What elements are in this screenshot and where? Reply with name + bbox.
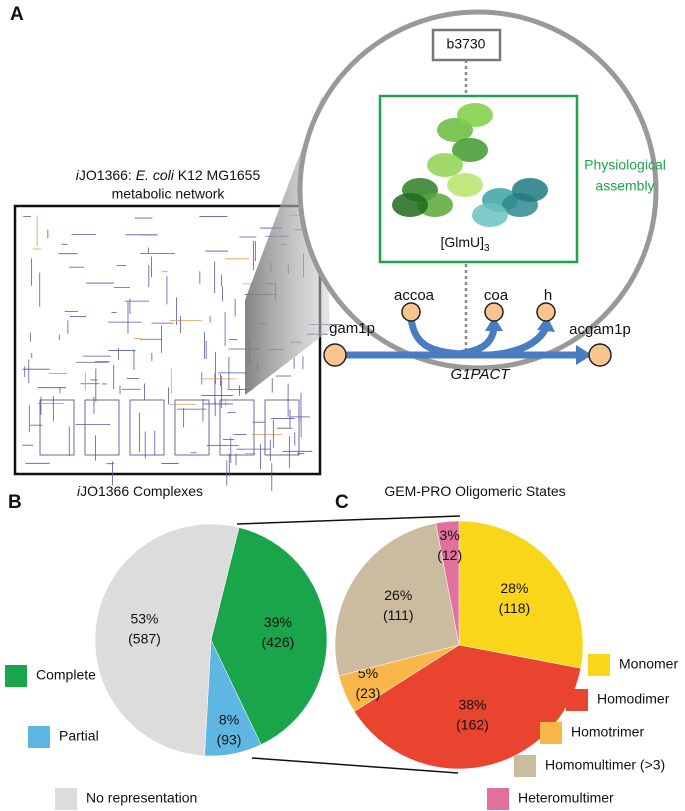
- gene-box: [431, 28, 502, 62]
- protein-blob: [447, 173, 483, 197]
- legend-label: Monomer: [619, 656, 678, 672]
- metabolite-node: [536, 302, 556, 322]
- slice-percent: 38%: [458, 696, 486, 712]
- slice-count: (162): [456, 716, 489, 732]
- legend-label: Homomultimer (>3): [545, 757, 665, 773]
- protein-blob: [512, 178, 548, 202]
- panel-label: A: [10, 4, 24, 25]
- legend-swatch: [28, 726, 50, 748]
- slice-count: (111): [383, 607, 414, 623]
- pie-slice: [334, 522, 460, 677]
- complex-label: [GlmU]3: [440, 234, 490, 254]
- network-module: [84, 399, 120, 456]
- legend-label: Partial: [59, 728, 99, 744]
- panel-label: B: [8, 492, 22, 513]
- assembly-label: Physiological: [584, 157, 666, 173]
- chart-title: GEM-PRO Oligomeric States: [384, 483, 565, 499]
- slice-percent: 39%: [264, 614, 292, 630]
- legend-swatch: [566, 689, 588, 711]
- network-title-part: K12 MG1655: [174, 167, 261, 183]
- legend-label: Homotrimer: [571, 724, 644, 740]
- arrow-heads: [485, 316, 592, 365]
- pie-slice: [210, 527, 328, 745]
- legend-label: No representation: [86, 790, 197, 806]
- reaction-label: G1PACT: [451, 366, 512, 383]
- network-module: [264, 399, 300, 456]
- network-title: iJO1366: E. coli K12 MG1655: [76, 167, 261, 183]
- slice-count: (93): [217, 732, 242, 748]
- protein-blob: [417, 193, 453, 217]
- chart-title-part: i: [77, 483, 81, 499]
- chart-title-part: GEM-PRO Oligomeric States: [384, 483, 565, 499]
- gene-label: b3730: [447, 36, 486, 52]
- network-title-part: i: [76, 167, 80, 183]
- panel-label: C: [335, 492, 349, 513]
- chart-title: iJO1366 Complexes: [77, 483, 203, 499]
- metabolite-label: acgam1p: [569, 321, 631, 338]
- reaction-arrows: [345, 317, 580, 359]
- slice-percent: 26%: [384, 587, 412, 603]
- network-title: metabolic network: [112, 186, 226, 202]
- legend-label: Complete: [36, 667, 96, 683]
- legend-swatch: [487, 788, 509, 810]
- network-module: [129, 399, 165, 456]
- slice-percent: 8%: [219, 712, 239, 728]
- pie-slice: [435, 520, 460, 646]
- complex-subscript: 3: [484, 243, 490, 254]
- network-module: [219, 399, 255, 456]
- legend-swatch: [588, 654, 610, 676]
- slice-count: (118): [499, 600, 531, 616]
- pie-slice: [458, 520, 584, 669]
- legend-label: Heteromultimer: [518, 790, 614, 806]
- slice-count: (12): [437, 547, 462, 563]
- network-module: [174, 399, 210, 456]
- network-title-part: E. coli: [136, 167, 175, 183]
- legend-label: Homodimer: [597, 691, 670, 707]
- network-title-part: JO1366:: [79, 167, 136, 183]
- slice-percent: 53%: [130, 611, 158, 627]
- slice-count: (426): [262, 634, 295, 650]
- pie-slice: [94, 523, 240, 757]
- zoom-line: [251, 757, 459, 774]
- legend-swatch: [514, 755, 536, 777]
- slice-percent: 28%: [500, 580, 528, 596]
- metabolite-label: gam1p: [329, 320, 375, 337]
- metabolite-label: h: [544, 287, 552, 304]
- slice-count: (587): [128, 631, 161, 647]
- protein-blob: [392, 193, 428, 217]
- slice-percent: 3%: [440, 527, 460, 543]
- protein-blob: [452, 138, 488, 162]
- legend-swatch: [5, 665, 27, 687]
- slice-count: (23): [356, 685, 381, 701]
- charts: iJO1366 Complexes 39% (426) 8% (93) 53% (587) C…: [5, 483, 678, 810]
- network-map: [22, 214, 343, 492]
- network-module: [39, 399, 75, 456]
- complex-name: [GlmU]: [440, 234, 484, 250]
- chart-title-part: JO1366 Complexes: [80, 483, 203, 499]
- legend-swatch: [540, 722, 562, 744]
- metabolite-label: accoa: [394, 287, 435, 304]
- protein-blob: [457, 103, 493, 127]
- metabolite-nodes: [323, 302, 612, 367]
- assembly-label: assembly: [595, 178, 654, 194]
- protein-blob: [472, 203, 508, 227]
- metabolite-label: coa: [484, 287, 509, 304]
- metabolite-node: [484, 302, 504, 322]
- protein-structure: [392, 103, 548, 227]
- protein-blob: [427, 153, 463, 177]
- zoom-line: [236, 515, 461, 525]
- legend-swatch: [55, 788, 77, 810]
